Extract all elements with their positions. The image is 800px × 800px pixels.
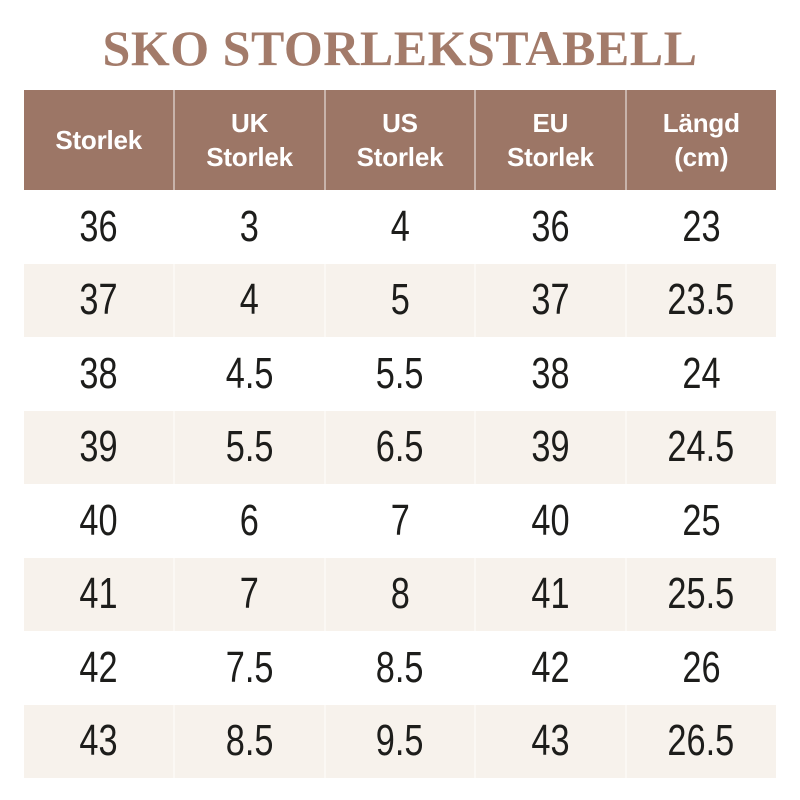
- cell-eu-storlek: 41: [474, 557, 626, 631]
- cell-value: 37: [531, 275, 570, 325]
- column-header-eu-storlek: EU Storlek: [474, 90, 626, 190]
- table-row: 37 4 5 37 23.5: [24, 263, 776, 337]
- cell-storlek: 39: [24, 410, 175, 484]
- table-row: 43 8.5 9.5 43 26.5: [24, 704, 776, 778]
- cell-uk-storlek: 4.5: [173, 337, 325, 411]
- cell-value: 36: [79, 201, 118, 251]
- cell-us-storlek: 5.5: [323, 337, 476, 411]
- cell-uk-storlek: 7: [173, 557, 325, 631]
- cell-value: 7: [240, 569, 260, 619]
- cell-uk-storlek: 4: [173, 263, 325, 337]
- cell-value: 24.5: [667, 422, 735, 472]
- shoe-size-table: Storlek UK Storlek US Storlek EU Storlek…: [24, 90, 776, 778]
- cell-value: 24: [682, 348, 721, 398]
- cell-langd-cm: 26.5: [624, 704, 776, 778]
- cell-value: 7: [390, 495, 410, 545]
- cell-value: 37: [79, 275, 118, 325]
- cell-langd-cm: 24: [624, 337, 776, 411]
- cell-eu-storlek: 43: [474, 704, 626, 778]
- table-body: 36 3 4 36 23 37 4 5 37 23.5 38 4.5 5.5 3…: [24, 190, 776, 778]
- cell-us-storlek: 7: [323, 484, 476, 558]
- cell-value: 8: [390, 569, 410, 619]
- cell-us-storlek: 5: [323, 263, 476, 337]
- table-row: 42 7.5 8.5 42 26: [24, 631, 776, 705]
- cell-value: 43: [79, 716, 118, 766]
- column-header-storlek: Storlek: [24, 90, 175, 190]
- cell-uk-storlek: 8.5: [173, 704, 325, 778]
- cell-value: 4: [240, 275, 260, 325]
- cell-storlek: 43: [24, 704, 175, 778]
- cell-value: 39: [531, 422, 570, 472]
- table-row: 40 6 7 40 25: [24, 484, 776, 558]
- cell-value: 38: [79, 348, 118, 398]
- table-header: Storlek UK Storlek US Storlek EU Storlek…: [24, 90, 776, 190]
- cell-value: 26: [682, 642, 721, 692]
- cell-langd-cm: 23: [624, 190, 776, 264]
- cell-value: 42: [79, 642, 118, 692]
- cell-value: 4: [390, 201, 410, 251]
- cell-value: 8.5: [225, 716, 274, 766]
- cell-value: 23: [682, 201, 721, 251]
- page-title: SKO STORLEKSTABELL: [102, 20, 698, 76]
- table-row: 41 7 8 41 25.5: [24, 557, 776, 631]
- table-row: 38 4.5 5.5 38 24: [24, 337, 776, 411]
- cell-langd-cm: 24.5: [624, 410, 776, 484]
- cell-value: 38: [531, 348, 570, 398]
- cell-value: 6.5: [376, 422, 424, 472]
- cell-langd-cm: 25.5: [624, 557, 776, 631]
- cell-uk-storlek: 6: [173, 484, 325, 558]
- cell-us-storlek: 8: [323, 557, 476, 631]
- cell-eu-storlek: 38: [474, 337, 626, 411]
- cell-us-storlek: 4: [323, 190, 476, 264]
- cell-langd-cm: 26: [624, 631, 776, 705]
- cell-eu-storlek: 39: [474, 410, 626, 484]
- cell-value: 23.5: [667, 275, 735, 325]
- cell-storlek: 37: [24, 263, 175, 337]
- cell-value: 42: [531, 642, 570, 692]
- cell-us-storlek: 6.5: [323, 410, 476, 484]
- cell-value: 6: [240, 495, 260, 545]
- cell-storlek: 42: [24, 631, 175, 705]
- cell-value: 26.5: [667, 716, 735, 766]
- cell-value: 3: [240, 201, 260, 251]
- column-header-uk-storlek: UK Storlek: [173, 90, 325, 190]
- cell-storlek: 36: [24, 190, 175, 264]
- cell-eu-storlek: 36: [474, 190, 626, 264]
- cell-uk-storlek: 3: [173, 190, 325, 264]
- column-header-langd-cm: Längd (cm): [624, 90, 776, 190]
- cell-value: 8.5: [376, 642, 424, 692]
- table-row: 39 5.5 6.5 39 24.5: [24, 410, 776, 484]
- cell-value: 39: [79, 422, 118, 472]
- cell-eu-storlek: 40: [474, 484, 626, 558]
- cell-value: 25.5: [667, 569, 735, 619]
- cell-value: 5: [390, 275, 410, 325]
- cell-uk-storlek: 7.5: [173, 631, 325, 705]
- cell-eu-storlek: 42: [474, 631, 626, 705]
- cell-value: 41: [79, 569, 118, 619]
- cell-us-storlek: 8.5: [323, 631, 476, 705]
- cell-storlek: 38: [24, 337, 175, 411]
- cell-value: 43: [531, 716, 570, 766]
- cell-value: 40: [531, 495, 570, 545]
- table-row: 36 3 4 36 23: [24, 190, 776, 264]
- cell-storlek: 41: [24, 557, 175, 631]
- cell-value: 5.5: [225, 422, 274, 472]
- cell-uk-storlek: 5.5: [173, 410, 325, 484]
- cell-us-storlek: 9.5: [323, 704, 476, 778]
- cell-value: 41: [531, 569, 570, 619]
- cell-value: 7.5: [225, 642, 274, 692]
- column-header-us-storlek: US Storlek: [323, 90, 476, 190]
- cell-value: 4.5: [225, 348, 274, 398]
- cell-storlek: 40: [24, 484, 175, 558]
- table-header-row: Storlek UK Storlek US Storlek EU Storlek…: [24, 90, 776, 190]
- cell-langd-cm: 25: [624, 484, 776, 558]
- cell-value: 5.5: [376, 348, 424, 398]
- cell-value: 36: [531, 201, 570, 251]
- cell-langd-cm: 23.5: [624, 263, 776, 337]
- cell-eu-storlek: 37: [474, 263, 626, 337]
- cell-value: 9.5: [376, 716, 424, 766]
- cell-value: 25: [682, 495, 721, 545]
- cell-value: 40: [79, 495, 118, 545]
